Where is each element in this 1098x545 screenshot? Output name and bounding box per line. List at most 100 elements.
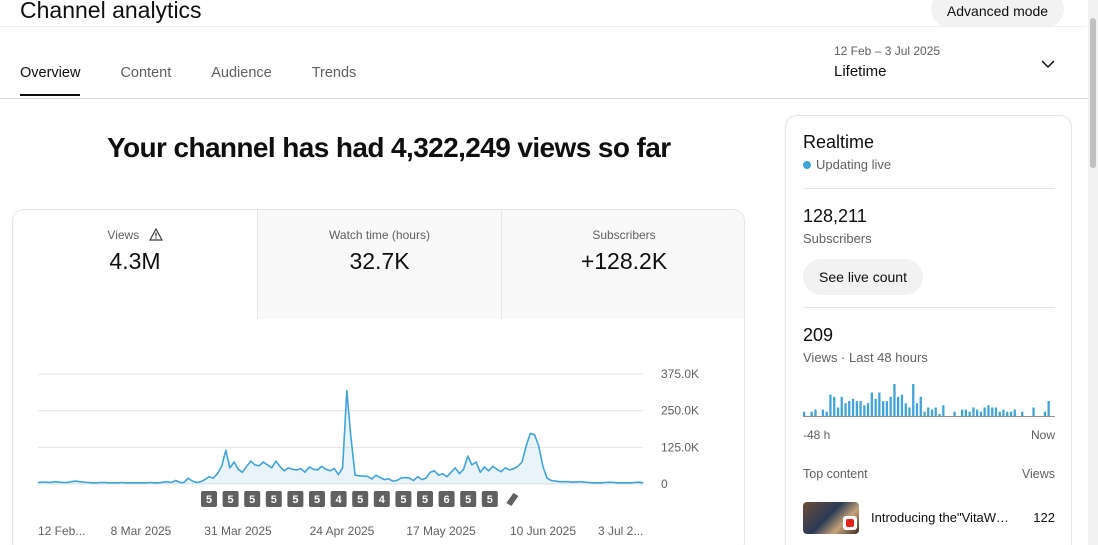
- realtime-bar[interactable]: [851, 398, 855, 416]
- views-point: [467, 455, 469, 457]
- realtime-bar[interactable]: [825, 411, 828, 416]
- upload-marker[interactable]: [309, 491, 325, 507]
- scrollbar-track[interactable]: [1088, 0, 1098, 545]
- realtime-bar[interactable]: [885, 401, 888, 416]
- realtime-bar[interactable]: [908, 407, 911, 417]
- upload-marker[interactable]: [287, 491, 304, 507]
- views-point: [62, 482, 64, 483]
- realtime-bar[interactable]: [998, 411, 1001, 416]
- realtime-bar[interactable]: [915, 403, 919, 416]
- realtime-bar[interactable]: [1002, 409, 1005, 416]
- realtime-bar[interactable]: [1006, 411, 1009, 416]
- realtime-bar[interactable]: [870, 392, 873, 417]
- realtime-bar[interactable]: [844, 403, 847, 416]
- tab-trends[interactable]: Trends: [311, 65, 357, 81]
- realtime-bar[interactable]: [1032, 407, 1035, 417]
- realtime-bar[interactable]: [878, 392, 881, 417]
- realtime-bar[interactable]: [814, 409, 817, 416]
- upload-marker[interactable]: [330, 491, 347, 507]
- upload-marker[interactable]: [373, 491, 390, 507]
- upload-marker[interactable]: [244, 491, 261, 507]
- realtime-bar[interactable]: [979, 411, 983, 416]
- realtime-bar[interactable]: [836, 407, 840, 417]
- realtime-bar[interactable]: [942, 405, 945, 416]
- realtime-bar[interactable]: [968, 411, 971, 416]
- see-live-count-button[interactable]: See live count: [803, 259, 923, 295]
- realtime-bar[interactable]: [863, 405, 866, 416]
- realtime-bar[interactable]: [833, 396, 836, 416]
- metric-watch-time[interactable]: Watch time (hours) 32.7K: [257, 210, 501, 319]
- realtime-bar[interactable]: [930, 409, 934, 416]
- realtime-bar[interactable]: [1043, 411, 1046, 416]
- scrollbar-thumb[interactable]: [1090, 18, 1096, 168]
- realtime-bar[interactable]: [882, 401, 885, 416]
- realtime-bar[interactable]: [897, 396, 900, 416]
- realtime-bar[interactable]: [987, 405, 990, 416]
- views-point: [458, 473, 460, 475]
- realtime-bar[interactable]: [840, 396, 843, 416]
- views-point: [454, 467, 456, 469]
- realtime-bar[interactable]: [859, 401, 862, 416]
- realtime-bar[interactable]: [904, 403, 907, 416]
- realtime-bar[interactable]: [889, 396, 892, 416]
- upload-marker[interactable]: [352, 491, 369, 507]
- realtime-bar[interactable]: [829, 394, 832, 416]
- realtime-bar[interactable]: [821, 409, 825, 416]
- realtime-bar[interactable]: [994, 407, 998, 417]
- realtime-bar[interactable]: [934, 407, 937, 417]
- realtime-bar[interactable]: [810, 411, 813, 416]
- realtime-bar[interactable]: [927, 407, 930, 417]
- realtime-bar[interactable]: [919, 396, 922, 416]
- upload-marker-count: 5: [292, 494, 298, 506]
- realtime-status: Updating live: [803, 157, 891, 172]
- views-point: [371, 478, 373, 480]
- realtime-bar[interactable]: [1047, 401, 1050, 416]
- realtime-bar[interactable]: [866, 403, 870, 416]
- realtime-bar[interactable]: [953, 411, 956, 416]
- subscriber-count: 128,211: [803, 206, 867, 226]
- tab-content[interactable]: Content: [120, 65, 172, 81]
- realtime-bar[interactable]: [923, 411, 926, 416]
- chevron-down-icon[interactable]: [1040, 56, 1056, 72]
- realtime-bar[interactable]: [976, 409, 979, 416]
- realtime-bar[interactable]: [1021, 411, 1024, 416]
- top-content-title[interactable]: Introducing the"VitaWellness...": [871, 510, 1011, 525]
- views-point: [91, 482, 93, 484]
- upload-marker[interactable]: [460, 491, 477, 507]
- metric-subscribers[interactable]: Subscribers +128.2K: [501, 210, 744, 319]
- realtime-bar[interactable]: [991, 407, 994, 417]
- metric-views[interactable]: Views 4.3M: [13, 210, 257, 319]
- realtime-bar[interactable]: [900, 394, 904, 416]
- realtime-bar[interactable]: [803, 411, 806, 416]
- warning-triangle-icon[interactable]: [148, 228, 163, 241]
- realtime-bar[interactable]: [893, 384, 896, 416]
- upload-marker[interactable]: [438, 491, 455, 507]
- tab-overview[interactable]: Overview: [20, 65, 81, 96]
- upload-marker[interactable]: [265, 491, 282, 507]
- tab-audience[interactable]: Audience: [211, 65, 272, 81]
- upload-marker[interactable]: [395, 491, 412, 507]
- video-thumbnail[interactable]: [803, 502, 859, 534]
- realtime-bar[interactable]: [855, 401, 858, 416]
- views-point: [542, 465, 544, 467]
- realtime-bar[interactable]: [972, 407, 975, 417]
- views-line[interactable]: [37, 389, 644, 484]
- realtime-bar[interactable]: [961, 409, 964, 416]
- views-point: [500, 471, 502, 473]
- advanced-mode-button[interactable]: Advanced mode: [931, 0, 1064, 27]
- realtime-bar[interactable]: [1009, 411, 1013, 416]
- realtime-bar[interactable]: [938, 413, 941, 416]
- views-point: [642, 482, 644, 484]
- shorts-icon[interactable]: [506, 493, 519, 506]
- realtime-bar[interactable]: [983, 407, 986, 417]
- metric-subscribers-label: Subscribers: [592, 228, 656, 242]
- realtime-bar[interactable]: [964, 409, 967, 416]
- realtime-bar[interactable]: [1013, 409, 1016, 416]
- upload-marker[interactable]: [481, 491, 498, 507]
- upload-marker[interactable]: [417, 491, 433, 507]
- realtime-bar[interactable]: [848, 401, 851, 416]
- upload-marker[interactable]: [201, 491, 217, 507]
- realtime-bar[interactable]: [874, 398, 877, 416]
- upload-marker[interactable]: [222, 491, 239, 507]
- realtime-bar[interactable]: [912, 384, 915, 416]
